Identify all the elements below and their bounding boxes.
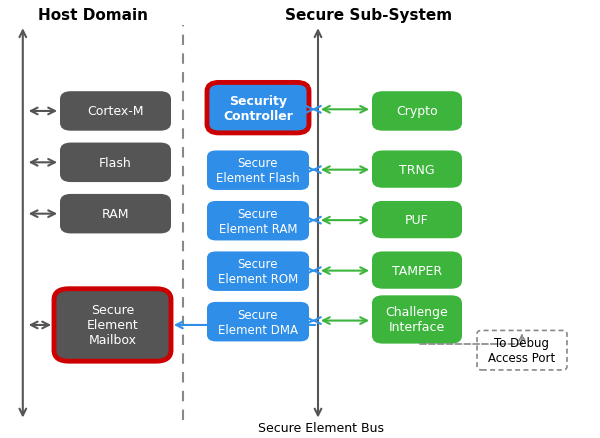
- Text: Secure
Element Flash: Secure Element Flash: [216, 157, 300, 185]
- FancyBboxPatch shape: [207, 302, 309, 342]
- Text: Crypto: Crypto: [396, 105, 438, 118]
- Text: Challenge
Interface: Challenge Interface: [386, 306, 448, 334]
- FancyBboxPatch shape: [60, 143, 171, 183]
- FancyBboxPatch shape: [372, 151, 462, 188]
- Text: Secure Element Bus: Secure Element Bus: [258, 420, 384, 434]
- FancyBboxPatch shape: [372, 201, 462, 239]
- FancyBboxPatch shape: [207, 201, 309, 241]
- FancyBboxPatch shape: [207, 83, 309, 134]
- Text: To Debug
Access Port: To Debug Access Port: [488, 336, 556, 364]
- Text: Secure
Element
Mailbox: Secure Element Mailbox: [86, 304, 139, 346]
- Text: Flash: Flash: [99, 156, 132, 170]
- Text: Host Domain: Host Domain: [38, 8, 148, 23]
- FancyBboxPatch shape: [207, 252, 309, 291]
- Text: Secure
Element RAM: Secure Element RAM: [219, 207, 297, 235]
- Text: TRNG: TRNG: [399, 163, 435, 176]
- FancyBboxPatch shape: [60, 194, 171, 234]
- Text: Secure
Element ROM: Secure Element ROM: [218, 258, 298, 286]
- FancyBboxPatch shape: [372, 296, 462, 344]
- FancyBboxPatch shape: [207, 151, 309, 191]
- FancyBboxPatch shape: [60, 92, 171, 131]
- FancyBboxPatch shape: [372, 252, 462, 289]
- FancyBboxPatch shape: [54, 289, 171, 361]
- FancyBboxPatch shape: [372, 92, 462, 131]
- FancyBboxPatch shape: [477, 331, 567, 370]
- Text: Secure Sub-System: Secure Sub-System: [286, 8, 452, 23]
- Text: Secure
Element DMA: Secure Element DMA: [218, 308, 298, 336]
- Text: RAM: RAM: [102, 208, 129, 221]
- Text: PUF: PUF: [405, 214, 429, 226]
- Text: Cortex-M: Cortex-M: [87, 105, 144, 118]
- Text: TAMPER: TAMPER: [392, 264, 442, 277]
- Text: Security
Controller: Security Controller: [223, 95, 293, 122]
